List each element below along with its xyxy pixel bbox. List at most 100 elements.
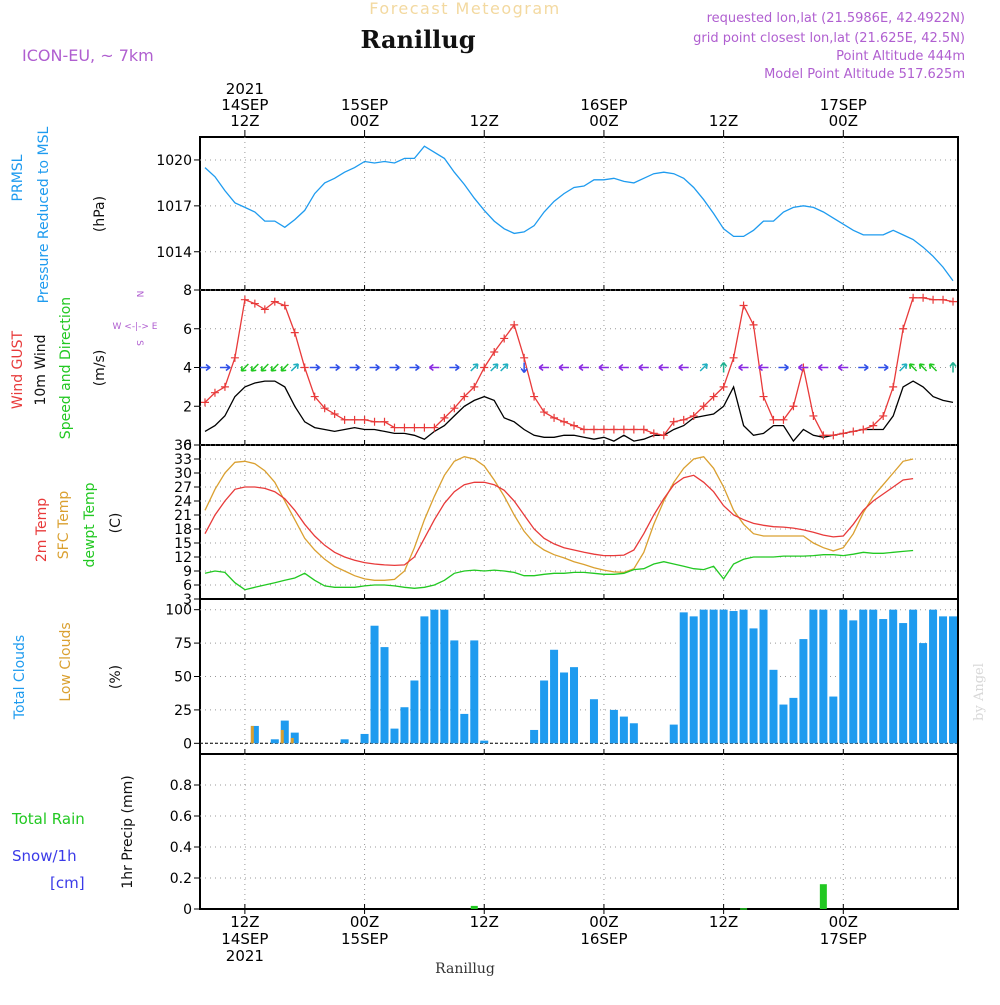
panel-frame-pressure [199, 136, 959, 291]
wind-direction-arrow [280, 363, 289, 372]
wind-direction-arrow [260, 363, 269, 372]
gust-marker [410, 423, 419, 432]
gust-marker [819, 431, 828, 440]
gust-marker [470, 382, 479, 391]
total-cloud-bar [629, 723, 638, 744]
wind-direction-arrow [928, 363, 938, 372]
gust-marker [589, 425, 598, 434]
gust-marker [679, 415, 688, 424]
total-cloud-bar [420, 616, 429, 744]
low-cloud-bar [250, 725, 254, 744]
total-cloud-bar [849, 620, 858, 744]
wind-direction-arrow [878, 363, 889, 372]
gust-marker [919, 293, 928, 302]
wind-direction-arrow [199, 363, 211, 372]
gust-marker [889, 382, 898, 391]
top-time-label: 15SEP [341, 96, 388, 114]
total-cloud-bar [619, 716, 628, 744]
y-tick-label: 27 [174, 480, 192, 496]
product-title: Forecast Meteogram [369, 0, 560, 18]
total-cloud-bar [899, 623, 908, 744]
footer-station: Ranillug [435, 961, 495, 977]
total-cloud-bar [859, 609, 868, 744]
total-cloud-bar [819, 609, 828, 744]
total-cloud-bar [949, 616, 958, 744]
y-tick-label: 0.8 [170, 778, 192, 794]
wind-direction-arrow [270, 363, 279, 372]
y-tick-label: 2 [183, 399, 192, 415]
total-cloud-bar [829, 696, 838, 744]
point-altitude: Point Altitude 444m [836, 49, 965, 64]
total-cloud-bar [699, 609, 708, 744]
gust-marker [839, 429, 848, 438]
total-cloud-bar [380, 647, 389, 744]
gust-marker [639, 425, 648, 434]
y-tick-label: 0 [183, 902, 192, 918]
y-tick-label: 36 [174, 438, 192, 454]
gust-marker [310, 392, 319, 401]
y-tick-label: 4 [183, 361, 192, 377]
gust-marker [949, 297, 958, 306]
gust-marker [789, 402, 798, 411]
total-cloud-bar [530, 729, 539, 744]
gust-marker [530, 392, 539, 401]
wind-direction-arrow [778, 363, 789, 372]
rain-label: Total Rain [11, 810, 85, 828]
gust-marker [320, 404, 329, 413]
compass-north: N [134, 291, 144, 298]
gust-marker [290, 328, 299, 337]
total-cloud-bar [689, 616, 698, 744]
gust-marker [350, 415, 359, 424]
gust-marker [659, 431, 668, 440]
top-time-label: 00Z [350, 112, 379, 130]
gust-marker [330, 410, 339, 418]
gust-marker [779, 415, 788, 424]
total-cloud-bar [679, 612, 688, 744]
total-cloud-bar [370, 625, 379, 744]
gust-marker [230, 353, 239, 362]
total-cloud-bar [939, 616, 948, 744]
rain-bar [470, 905, 478, 909]
temp-unit: (C) [108, 513, 124, 534]
pressure-line [204, 145, 954, 282]
sfc-temp-line [204, 455, 914, 581]
total-cloud-bar [709, 609, 718, 744]
wind-direction-arrow [500, 363, 509, 372]
wind-direction-arrow [908, 363, 918, 372]
total-clouds-label: Total Clouds [12, 635, 28, 720]
total-cloud-bar [360, 733, 369, 744]
gust-marker [859, 425, 868, 434]
gust-marker [709, 392, 718, 401]
total-cloud-bar [440, 609, 449, 744]
y-tick-label: 6 [183, 578, 192, 594]
gust-marker [619, 425, 628, 434]
wind-direction-arrow [949, 362, 957, 373]
bottom-time-label: 14SEP [221, 930, 268, 948]
gust-marker [250, 299, 259, 308]
gust-marker [460, 392, 469, 401]
gust-marker [500, 334, 509, 343]
wind-direction-arrow [797, 363, 809, 372]
sfc-temp-label: SFC Temp [56, 491, 72, 560]
total-cloud-bar [340, 739, 349, 744]
bottom-time-label: 00Z [589, 913, 618, 931]
gust-marker [629, 425, 638, 434]
total-cloud-bar [729, 611, 738, 744]
gust-marker [689, 411, 698, 420]
wind-unit: (m/s) [92, 350, 108, 387]
y-tick-label: 9 [183, 564, 192, 580]
wind-direction-arrow [250, 363, 259, 372]
total-cloud-bar [250, 725, 259, 744]
gust-marker [300, 363, 309, 372]
total-cloud-bar [280, 720, 289, 744]
top-time-label: 16SEP [580, 96, 627, 114]
plot-area: 1014101710200246836912151821242730333602… [156, 80, 959, 965]
gust-line [204, 297, 954, 437]
wind-direction-arrow [899, 363, 908, 372]
gust-marker [869, 421, 878, 430]
wind-direction-arrow [817, 363, 829, 372]
wind-direction-arrow [558, 363, 570, 372]
wind-direction-arrow [470, 363, 479, 372]
wind-direction-arrow [240, 363, 249, 372]
